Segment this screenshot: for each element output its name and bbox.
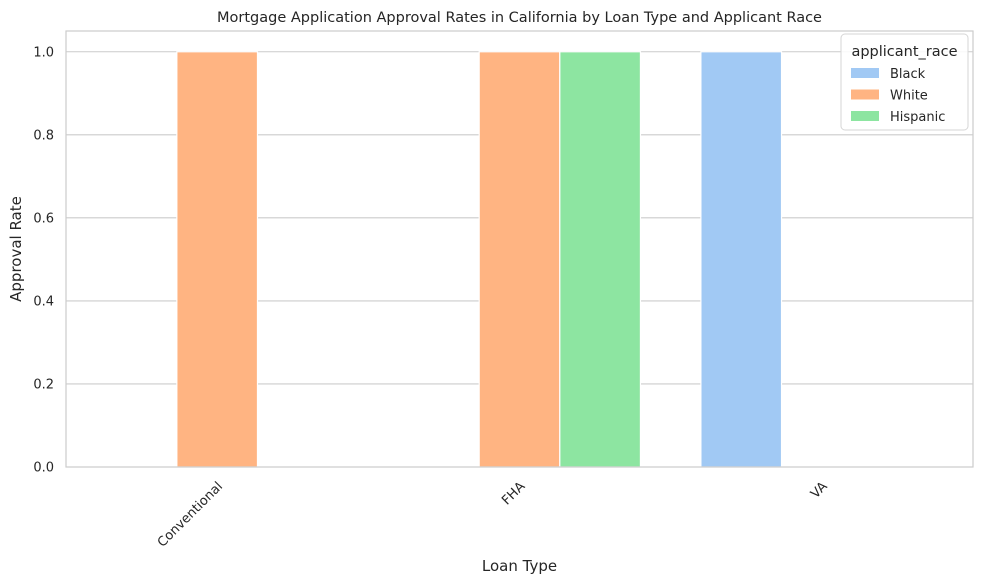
legend: applicant_race Black White Hispanic [840,33,969,131]
plot-frame [65,30,974,468]
y-tick-label: 0.6 [33,211,54,226]
bar-black-va [700,51,783,468]
y-tick-label: 1.0 [33,45,54,60]
legend-swatch-black [851,68,879,78]
y-tick-label: 0.0 [33,461,54,476]
y-tick-label: 0.4 [33,294,54,309]
bars [176,51,783,468]
bar-white-fha [478,51,561,468]
bar-white-conventional [176,51,259,468]
legend-swatch-hispanic [851,111,879,121]
legend-box [840,33,969,131]
x-axis-label: Loan Type [482,557,557,575]
y-tick-label: 0.2 [33,377,54,392]
chart-title: Mortgage Application Approval Rates in C… [217,10,822,26]
bar-hispanic-fha [559,51,642,468]
y-axis-label: Approval Rate [7,196,25,302]
legend-label-black: Black [890,67,926,82]
legend-title: applicant_race [851,44,957,60]
legend-label-white: White [890,89,928,104]
y-tick-labels: 0.0 0.2 0.4 0.6 0.8 1.0 [33,45,54,475]
legend-swatch-white [851,89,879,100]
y-tick-label: 0.8 [33,128,54,143]
legend-label-hispanic: Hispanic [890,110,945,125]
